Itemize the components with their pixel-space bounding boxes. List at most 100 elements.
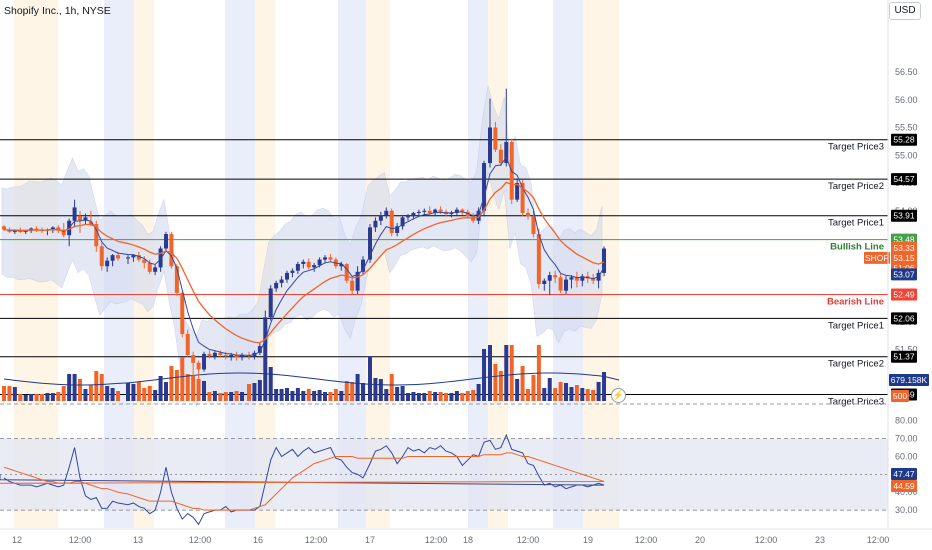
volume-bar bbox=[105, 386, 110, 401]
badge-ma: 53.07 bbox=[893, 269, 915, 279]
candle-body bbox=[373, 220, 378, 228]
candle-body bbox=[78, 216, 83, 221]
candle-body bbox=[317, 259, 322, 266]
time-tick-label: 19 bbox=[583, 535, 593, 545]
rsi-line bbox=[0, 433, 605, 526]
volume-bar bbox=[72, 374, 77, 401]
candle-body bbox=[72, 207, 77, 221]
volume-bar bbox=[23, 395, 28, 401]
candle-body bbox=[542, 280, 547, 285]
volume-bar bbox=[395, 387, 400, 401]
candle-body bbox=[574, 277, 579, 281]
volume-bar bbox=[373, 378, 378, 401]
badge-ma-bg bbox=[891, 268, 917, 281]
volume-bar bbox=[252, 383, 257, 401]
candle-body bbox=[169, 234, 174, 267]
ma-slow-line bbox=[3, 181, 605, 344]
candle-body bbox=[180, 292, 185, 334]
volume-bar bbox=[520, 366, 525, 401]
candle-body bbox=[207, 353, 212, 357]
volume-bar bbox=[547, 378, 552, 401]
candle-body bbox=[498, 149, 503, 164]
volume-bar bbox=[229, 392, 234, 401]
candle-body bbox=[56, 227, 61, 231]
candle-body bbox=[274, 282, 279, 289]
candle-body bbox=[185, 333, 190, 356]
candle-body bbox=[158, 248, 163, 268]
candle-body bbox=[2, 226, 6, 230]
price-levels: Target Price3 Target Price2 Target Price1 B… bbox=[0, 139, 888, 407]
volume-bar bbox=[350, 382, 355, 401]
volume-bar bbox=[12, 387, 17, 401]
volume-bar bbox=[542, 388, 547, 401]
badge-target1-dn-bg bbox=[891, 312, 917, 325]
time-tick-label: 12:00 bbox=[867, 535, 890, 545]
candle-body bbox=[126, 257, 130, 259]
candle-body bbox=[416, 211, 421, 213]
candle-body bbox=[257, 346, 262, 353]
volume-bar bbox=[312, 391, 317, 401]
rsi-tick-label: 40.00 bbox=[895, 487, 918, 497]
candle-body bbox=[223, 355, 228, 357]
volume-bar bbox=[247, 384, 251, 401]
candle-body bbox=[339, 264, 344, 267]
candle-body bbox=[488, 127, 492, 164]
candle-body bbox=[50, 227, 55, 230]
badge-symbol: SHOP bbox=[865, 253, 889, 263]
time-axis[interactable]: 12 12:00 13 12:00 16 12:00 17 12:00 18 12:00 19 12:… bbox=[0, 528, 932, 545]
volume-bar bbox=[406, 393, 411, 401]
candle-body bbox=[602, 248, 607, 273]
price-axis[interactable]: 56.5056.0055.5055.0054.5054.0053.5053.00… bbox=[864, 0, 929, 529]
volume-bar bbox=[142, 388, 147, 401]
volume-bar bbox=[234, 391, 239, 401]
candle-body bbox=[422, 210, 427, 212]
candle-body bbox=[553, 275, 558, 278]
candle-body bbox=[344, 264, 349, 281]
badge-last-close-bg bbox=[891, 251, 917, 264]
candle-body bbox=[196, 362, 201, 370]
badge-rsi-ma: 44.59 bbox=[893, 481, 915, 491]
volume-bar bbox=[274, 389, 279, 401]
candle-body bbox=[328, 257, 333, 260]
volume-bar bbox=[531, 375, 536, 401]
rsi-pane bbox=[0, 403, 888, 526]
candle-body bbox=[454, 209, 459, 213]
candle-body bbox=[564, 279, 569, 291]
volume-bar bbox=[207, 392, 212, 401]
currency-button[interactable]: USD bbox=[889, 2, 921, 20]
lightning-icon[interactable]: ⚡ bbox=[611, 388, 626, 403]
time-tick-label: 20 bbox=[695, 535, 705, 545]
candle-body bbox=[526, 212, 531, 217]
candle-body bbox=[569, 277, 574, 280]
time-tick-label: 13 bbox=[133, 535, 143, 545]
candle-body bbox=[368, 227, 372, 260]
volume-bar bbox=[465, 391, 470, 401]
price-tick-label: 51.50 bbox=[895, 345, 918, 355]
level-label-bullish: Bullish Line bbox=[830, 242, 884, 253]
price-tick-label: 55.50 bbox=[895, 123, 918, 133]
volume-bar bbox=[158, 376, 163, 401]
candle-body bbox=[520, 183, 525, 213]
volume-bar bbox=[444, 393, 449, 401]
volume-bar bbox=[564, 383, 569, 401]
volume-bar bbox=[509, 345, 514, 401]
candle-body bbox=[433, 209, 438, 213]
volume-bar bbox=[185, 374, 190, 401]
candle-body bbox=[355, 271, 360, 291]
time-tick-label: 18 bbox=[463, 535, 473, 545]
volume-bar bbox=[493, 364, 498, 401]
volume-bar bbox=[94, 371, 99, 401]
candle-body bbox=[389, 210, 394, 233]
volume-pane bbox=[2, 345, 620, 401]
candle-body bbox=[306, 261, 311, 268]
badge-last-price: 53.33 bbox=[893, 243, 915, 253]
volume-bar bbox=[317, 390, 322, 401]
badge-target1-up-bg bbox=[891, 209, 917, 222]
volume-bar bbox=[378, 379, 383, 401]
volume-bar bbox=[306, 389, 311, 401]
level-label-target1_dn: Target Price1 bbox=[828, 320, 884, 331]
candle-body bbox=[164, 234, 169, 249]
candle-body bbox=[116, 255, 121, 259]
rsi-tick-label: 30.00 bbox=[895, 505, 918, 515]
